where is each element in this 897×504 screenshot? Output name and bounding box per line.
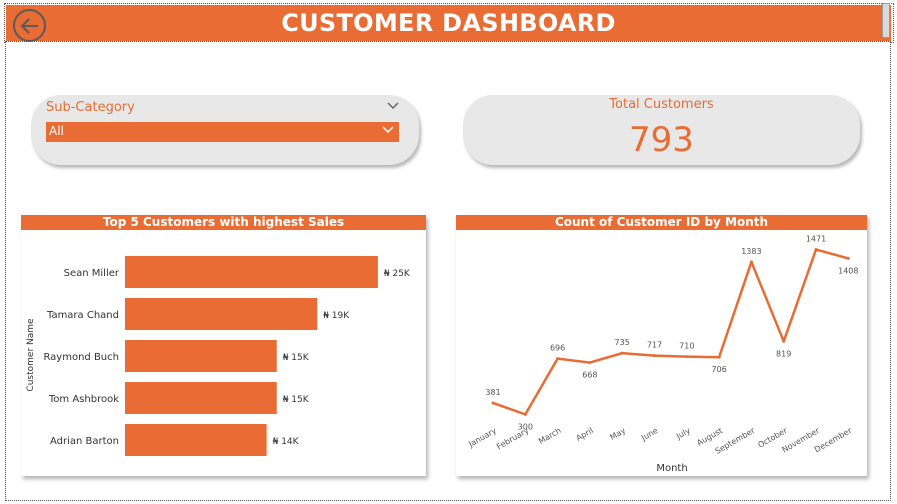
data-point	[523, 412, 527, 416]
data-label: 696	[550, 344, 565, 353]
bar	[125, 256, 378, 288]
slicer-dropdown[interactable]: All	[46, 122, 399, 142]
bar-chart-svg: Customer Name Sean Miller ₦ 25K Tamara Cha…	[26, 256, 411, 456]
category-label: Raymond Buch	[43, 352, 119, 363]
data-label: 710	[679, 342, 694, 351]
data-point	[749, 260, 753, 264]
data-point	[685, 355, 689, 359]
data-label: 1408	[838, 266, 858, 275]
card-value: 793	[629, 120, 694, 160]
back-arrow-icon	[20, 18, 38, 34]
data-label: 300	[518, 422, 533, 431]
data-label: ₦ 14K	[273, 437, 300, 447]
category-label: Adrian Barton	[50, 436, 119, 447]
tick-label: January	[466, 426, 498, 450]
data-label: 717	[647, 341, 662, 350]
monthly-customers-chart[interactable]: Count of Customer ID by Month Month 381 3…	[456, 215, 867, 476]
chart-title: Count of Customer ID by Month	[456, 215, 867, 230]
data-label: ₦ 15K	[283, 353, 310, 363]
line-chart-svg: Month 381 300 696 668 735 717 710 706 1383 819 147…	[466, 235, 858, 474]
data-label: ₦ 19K	[323, 311, 350, 321]
data-label: 706	[711, 365, 726, 374]
data-label: 381	[485, 388, 500, 397]
top-customers-chart[interactable]: Top 5 Customers with highest Sales Custo…	[21, 215, 426, 476]
series-line	[492, 248, 849, 416]
bar	[125, 424, 267, 456]
bar	[125, 340, 277, 372]
scrollbar[interactable]	[882, 3, 890, 38]
data-label: 1471	[806, 235, 826, 244]
tick-label: March	[537, 426, 563, 446]
data-point	[491, 401, 495, 405]
category-label: Sean Miller	[64, 268, 120, 279]
tick-label: June	[639, 426, 660, 443]
data-point	[782, 339, 786, 343]
category-label: Tom Ashbrook	[48, 394, 119, 405]
page-title: CUSTOMER DASHBOARD	[281, 9, 616, 37]
total-customers-card: Total Customers 793	[463, 95, 860, 165]
back-button[interactable]	[13, 9, 46, 42]
data-label: 735	[615, 338, 630, 347]
data-point	[588, 361, 592, 365]
slicer-label: Sub-Category	[46, 100, 135, 115]
y-axis-label: Customer Name	[26, 318, 36, 392]
data-label: ₦ 25K	[384, 269, 411, 279]
data-point	[814, 248, 818, 252]
chevron-down-icon[interactable]	[382, 126, 394, 134]
x-axis-label: Month	[656, 463, 687, 474]
data-point	[846, 256, 850, 260]
tick-label: April	[575, 426, 595, 443]
tick-label: December	[813, 426, 854, 455]
header-bar: CUSTOMER DASHBOARD	[6, 5, 891, 42]
tick-label: February	[495, 426, 530, 452]
data-label: 668	[582, 371, 597, 380]
category-label: Tamara Chand	[46, 310, 119, 321]
card-label: Total Customers	[609, 97, 714, 112]
bar	[125, 382, 277, 414]
data-label: 1383	[741, 247, 761, 256]
tick-label: May	[608, 426, 627, 442]
data-point	[620, 351, 624, 355]
chevron-down-icon[interactable]	[387, 102, 399, 110]
data-label: 819	[776, 349, 791, 358]
tick-label: July	[674, 426, 692, 442]
sub-category-slicer[interactable]: Sub-Category All	[31, 95, 419, 165]
data-point	[653, 354, 656, 358]
data-point	[556, 357, 560, 361]
bar	[125, 298, 318, 330]
data-label: ₦ 15K	[283, 395, 310, 405]
slicer-selected-value: All	[49, 124, 64, 138]
data-point	[717, 355, 721, 359]
chart-title: Top 5 Customers with highest Sales	[21, 215, 426, 230]
